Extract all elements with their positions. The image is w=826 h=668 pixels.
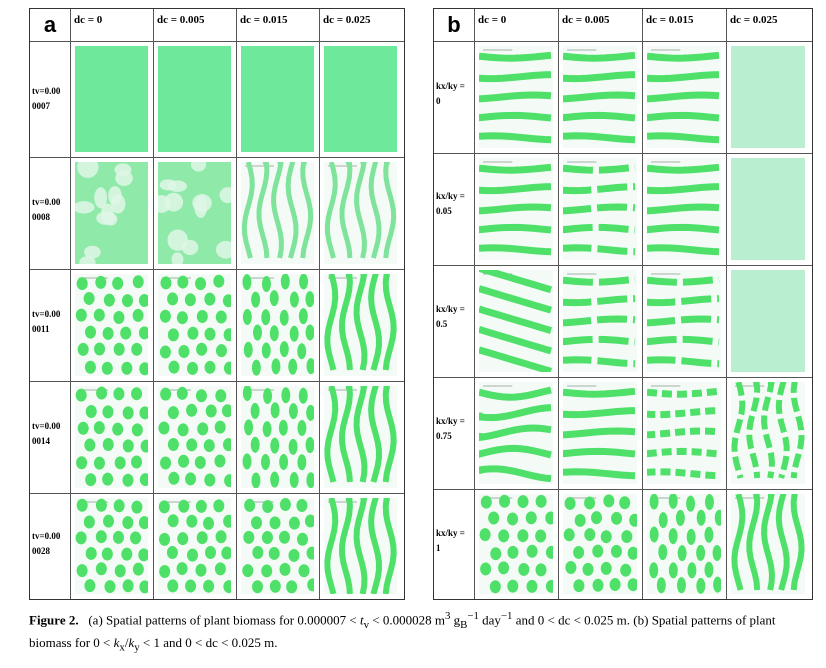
caption-text-5: and 0 < dc < 0.025 m. (b) Spatial patter…	[29, 612, 776, 650]
panel-a-row-label-4: tv=0.00 0028	[32, 531, 61, 556]
pattern-cell-a-r0-c3	[324, 46, 397, 152]
pattern-cell-b-r4-c1	[563, 494, 637, 594]
pattern-cell-b-r0-c1	[563, 46, 637, 148]
pattern-cell-b-r1-c2	[647, 158, 721, 260]
panel-a: a dc = 0 dc = 0.005 dc = 0.015 dc = 0.02…	[29, 8, 405, 600]
pattern-cell-a-r4-c2	[241, 498, 314, 594]
pattern-cell-b-r3-c0	[479, 382, 553, 484]
pattern-cell-a-r1-c3	[324, 162, 397, 264]
caption-var-t: t	[359, 612, 364, 628]
caption-sub-v: v	[363, 618, 370, 631]
grid-hline	[434, 41, 812, 42]
panel-b-letter: b	[447, 12, 461, 37]
grid-hline	[30, 493, 404, 494]
pattern-cell-a-r1-c2	[241, 162, 314, 264]
grid-hline	[30, 269, 404, 270]
panel-a-row-label-0: tv=0.00 0007	[32, 86, 61, 111]
grid-vline	[319, 9, 320, 599]
panel-b: b dc = 0 dc = 0.005 dc = 0.015 dc = 0.02…	[433, 8, 813, 600]
panel-a-row-label-3: tv=0.00 0014	[32, 421, 61, 446]
pattern-cell-a-r1-c1	[158, 162, 231, 264]
pattern-cell-b-r3-c1	[563, 382, 637, 484]
panel-b-row-label-1: kx/ky = 0.05	[436, 191, 465, 216]
grid-hline	[434, 153, 812, 154]
pattern-cell-b-r0-c3	[731, 46, 805, 148]
panel-b-col-0: dc = 0	[478, 14, 507, 26]
pattern-cell-b-r1-c1	[563, 158, 637, 260]
panel-b-row-label-0: kx/ky = 0	[436, 81, 465, 106]
grid-hline	[30, 41, 404, 42]
pattern-cell-b-r2-c1	[563, 270, 637, 372]
pattern-cell-a-r2-c3	[324, 274, 397, 376]
figure-caption: Figure 2. (a) Spatial patterns of plant …	[29, 608, 819, 657]
panel-a-letter: a	[43, 12, 57, 37]
pattern-cell-b-r2-c2	[647, 270, 721, 372]
panel-a-col-1: dc = 0.005	[157, 14, 205, 26]
pattern-cell-b-r0-c0	[479, 46, 553, 148]
pattern-cell-b-r0-c2	[647, 46, 721, 148]
grid-hline	[30, 381, 404, 382]
panel-b-row-label-3: kx/ky = 0.75	[436, 416, 465, 441]
caption-text-2: < 0.000028 m	[372, 612, 445, 628]
panel-a-row-label-2: tv=0.00 0011	[32, 309, 61, 334]
panel-b-col-2: dc = 0.015	[646, 14, 694, 26]
caption-sub-b: B	[460, 618, 468, 631]
panel-a-col-3: dc = 0.025	[323, 14, 371, 26]
pattern-cell-a-r2-c2	[241, 274, 314, 376]
caption-sup-g: −1	[467, 610, 479, 622]
caption-var-k2: k	[128, 634, 135, 650]
pattern-cell-b-r2-c0	[479, 270, 553, 372]
grid-hline	[434, 265, 812, 266]
panel-a-col-2: dc = 0.015	[240, 14, 288, 26]
grid-vline	[726, 9, 727, 599]
figure-number: Figure 2.	[29, 612, 79, 628]
pattern-cell-a-r4-c3	[324, 498, 397, 594]
caption-sup-3: 3	[444, 610, 451, 622]
grid-hline	[434, 489, 812, 490]
caption-sub-y: y	[134, 641, 140, 654]
pattern-cell-a-r4-c0	[75, 498, 148, 594]
pattern-cell-b-r1-c0	[479, 158, 553, 260]
caption-var-k1: k	[113, 634, 120, 650]
pattern-cell-a-r4-c1	[158, 498, 231, 594]
grid-hline	[30, 157, 404, 158]
pattern-cell-a-r3-c0	[75, 386, 148, 488]
grid-vline	[474, 9, 475, 599]
pattern-cell-b-r3-c2	[647, 382, 721, 484]
pattern-cell-b-r4-c0	[479, 494, 553, 594]
pattern-cell-a-r2-c0	[75, 274, 148, 376]
pattern-cell-a-r0-c2	[241, 46, 314, 152]
pattern-cell-a-r3-c2	[241, 386, 314, 488]
pattern-cell-b-r1-c3	[731, 158, 805, 260]
pattern-cell-b-r3-c3	[731, 382, 805, 484]
panel-a-col-0: dc = 0	[74, 14, 103, 26]
grid-vline	[70, 9, 71, 599]
pattern-cell-a-r0-c0	[75, 46, 148, 152]
pattern-cell-a-r1-c0	[75, 162, 148, 264]
caption-slash: /	[124, 634, 129, 650]
pattern-cell-a-r3-c3	[324, 386, 397, 488]
caption-text-g: g	[453, 612, 461, 628]
panel-a-row-label-1: tv=0.00 0008	[32, 197, 61, 222]
panel-b-col-3: dc = 0.025	[730, 14, 778, 26]
pattern-cell-a-r0-c1	[158, 46, 231, 152]
caption-sub-x: x	[119, 641, 125, 654]
panel-b-col-1: dc = 0.005	[562, 14, 610, 26]
panel-b-row-label-4: kx/ky = 1	[436, 528, 465, 553]
pattern-cell-b-r2-c3	[731, 270, 805, 372]
pattern-cell-b-r4-c3	[731, 494, 805, 594]
pattern-cell-a-r2-c1	[158, 274, 231, 376]
caption-sup-day: −1	[500, 610, 513, 622]
caption-text-6: < 1 and 0 < dc < 0.025 m.	[142, 634, 278, 650]
grid-vline	[236, 9, 237, 599]
pattern-cell-b-r4-c2	[647, 494, 721, 594]
grid-vline	[558, 9, 559, 599]
grid-vline	[153, 9, 154, 599]
pattern-cell-a-r3-c1	[158, 386, 231, 488]
caption-text-1: (a) Spatial patterns of plant biomass fo…	[88, 612, 357, 628]
grid-hline	[434, 377, 812, 378]
caption-text-day: day	[482, 612, 501, 628]
panel-b-row-label-2: kx/ky = 0.5	[436, 304, 465, 329]
grid-vline	[642, 9, 643, 599]
